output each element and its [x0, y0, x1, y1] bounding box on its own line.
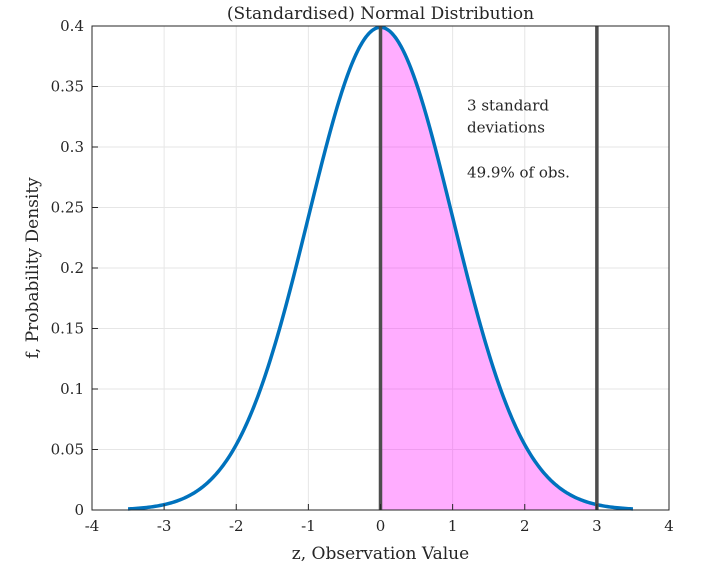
y-tick-label: 0.1 [60, 380, 84, 398]
annotation-line: 3 standard [467, 97, 549, 115]
y-tick-label: 0.2 [60, 259, 84, 277]
annotation-line: deviations [467, 119, 545, 137]
annotation: 49.9% of obs. [467, 163, 570, 181]
y-tick-label: 0 [74, 501, 84, 519]
x-tick-label: 1 [448, 517, 458, 535]
x-tick-label: -4 [85, 517, 100, 535]
x-tick-label: -3 [157, 517, 172, 535]
y-axis-label: f, Probability Density [23, 177, 43, 359]
y-tick-label: 0.3 [60, 138, 84, 156]
y-tick-label: 0.25 [51, 199, 84, 217]
y-tick-label: 0.4 [60, 17, 84, 35]
x-tick-label: 3 [592, 517, 602, 535]
x-tick-label: -1 [301, 517, 316, 535]
annotation-line: 49.9% of obs. [467, 163, 570, 181]
y-tick-label: 0.35 [51, 78, 84, 96]
x-tick-label: 2 [520, 517, 530, 535]
x-axis-label: z, Observation Value [292, 544, 469, 564]
annotation: 3 standard deviations [467, 97, 549, 137]
annotations-group: 3 standard deviations 49.9% of obs. [467, 97, 570, 182]
x-tick-label: -2 [229, 517, 244, 535]
chart-title: (Standardised) Normal Distribution [227, 4, 534, 24]
x-tick-label: 0 [376, 517, 386, 535]
ticks-group: -4 -3 -2 -1 0 1 2 3 4 0 0.05 0.1 0.15 0.2 0.25 0.3 0.35 0… [51, 17, 674, 535]
y-tick-label: 0.05 [51, 441, 84, 459]
vertical-lines-group [378, 26, 599, 510]
y-tick-label: 0.15 [51, 320, 84, 338]
x-tick-label: 4 [664, 517, 674, 535]
